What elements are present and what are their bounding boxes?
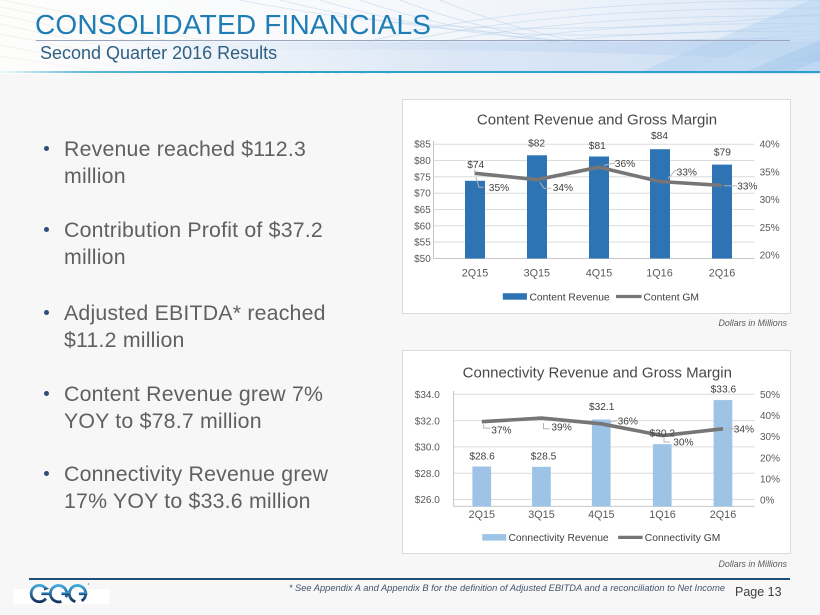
svg-text:Connectivity Revenue: Connectivity Revenue (509, 533, 609, 544)
svg-text:$33.6: $33.6 (711, 385, 737, 396)
svg-text:10%: 10% (760, 474, 780, 485)
svg-text:Content GM: Content GM (644, 292, 700, 303)
svg-text:40%: 40% (760, 140, 780, 151)
svg-text:35%: 35% (489, 183, 509, 194)
svg-text:$30.2: $30.2 (650, 429, 676, 440)
svg-text:$34.0: $34.0 (415, 390, 440, 401)
svg-text:33%: 33% (677, 168, 697, 179)
svg-text:$28.6: $28.6 (469, 451, 495, 462)
svg-text:0%: 0% (760, 496, 775, 507)
svg-text:$70: $70 (414, 189, 431, 200)
svg-text:3Q15: 3Q15 (524, 268, 550, 280)
svg-text:39%: 39% (551, 423, 571, 434)
svg-text:$79: $79 (714, 147, 731, 158)
svg-text:Content Revenue and Gross Marg: Content Revenue and Gross Margin (477, 112, 717, 129)
svg-text:20%: 20% (760, 251, 780, 262)
svg-text:$81: $81 (589, 141, 606, 152)
svg-text:$74: $74 (467, 160, 484, 171)
svg-text:$32.0: $32.0 (415, 416, 440, 427)
svg-text:20%: 20% (760, 453, 780, 464)
svg-text:Connectivity GM: Connectivity GM (645, 533, 721, 544)
svg-text:33%: 33% (737, 181, 757, 192)
svg-text:36%: 36% (615, 159, 635, 170)
svg-text:35%: 35% (760, 167, 780, 178)
svg-text:$60: $60 (414, 221, 431, 232)
svg-text:$32.1: $32.1 (589, 402, 615, 413)
svg-text:30%: 30% (760, 195, 780, 206)
svg-text:50%: 50% (760, 390, 780, 401)
svg-text:4Q15: 4Q15 (588, 509, 614, 521)
svg-text:$55: $55 (414, 238, 431, 249)
svg-text:Connectivity Revenue and Gross: Connectivity Revenue and Gross Margin (463, 364, 732, 381)
svg-text:40%: 40% (760, 411, 780, 422)
svg-text:$28.0: $28.0 (415, 469, 440, 480)
svg-text:$80: $80 (414, 156, 431, 167)
svg-text:25%: 25% (760, 223, 780, 234)
svg-text:Content Revenue: Content Revenue (530, 292, 610, 303)
svg-text:$84: $84 (651, 131, 668, 142)
svg-text:$82: $82 (528, 138, 545, 149)
svg-text:3Q15: 3Q15 (528, 509, 554, 521)
svg-text:37%: 37% (491, 425, 511, 436)
svg-text:4Q15: 4Q15 (586, 268, 612, 280)
svg-text:36%: 36% (618, 417, 638, 428)
svg-text:2Q16: 2Q16 (710, 509, 736, 521)
svg-text:1Q16: 1Q16 (646, 268, 672, 280)
svg-text:$28.5: $28.5 (531, 451, 557, 462)
svg-text:34%: 34% (734, 424, 754, 435)
svg-text:$75: $75 (414, 172, 431, 183)
svg-text:$26.0: $26.0 (415, 495, 440, 506)
svg-text:2Q15: 2Q15 (469, 509, 495, 521)
svg-text:30%: 30% (760, 432, 780, 443)
svg-text:$50: $50 (414, 254, 431, 265)
svg-text:$65: $65 (414, 205, 431, 216)
svg-text:34%: 34% (553, 183, 573, 194)
svg-text:30%: 30% (673, 438, 693, 449)
svg-text:1Q16: 1Q16 (649, 509, 675, 521)
svg-text:2Q15: 2Q15 (462, 268, 488, 280)
svg-text:$85: $85 (414, 140, 431, 151)
svg-text:$30.0: $30.0 (415, 443, 440, 454)
svg-text:2Q16: 2Q16 (709, 268, 735, 280)
